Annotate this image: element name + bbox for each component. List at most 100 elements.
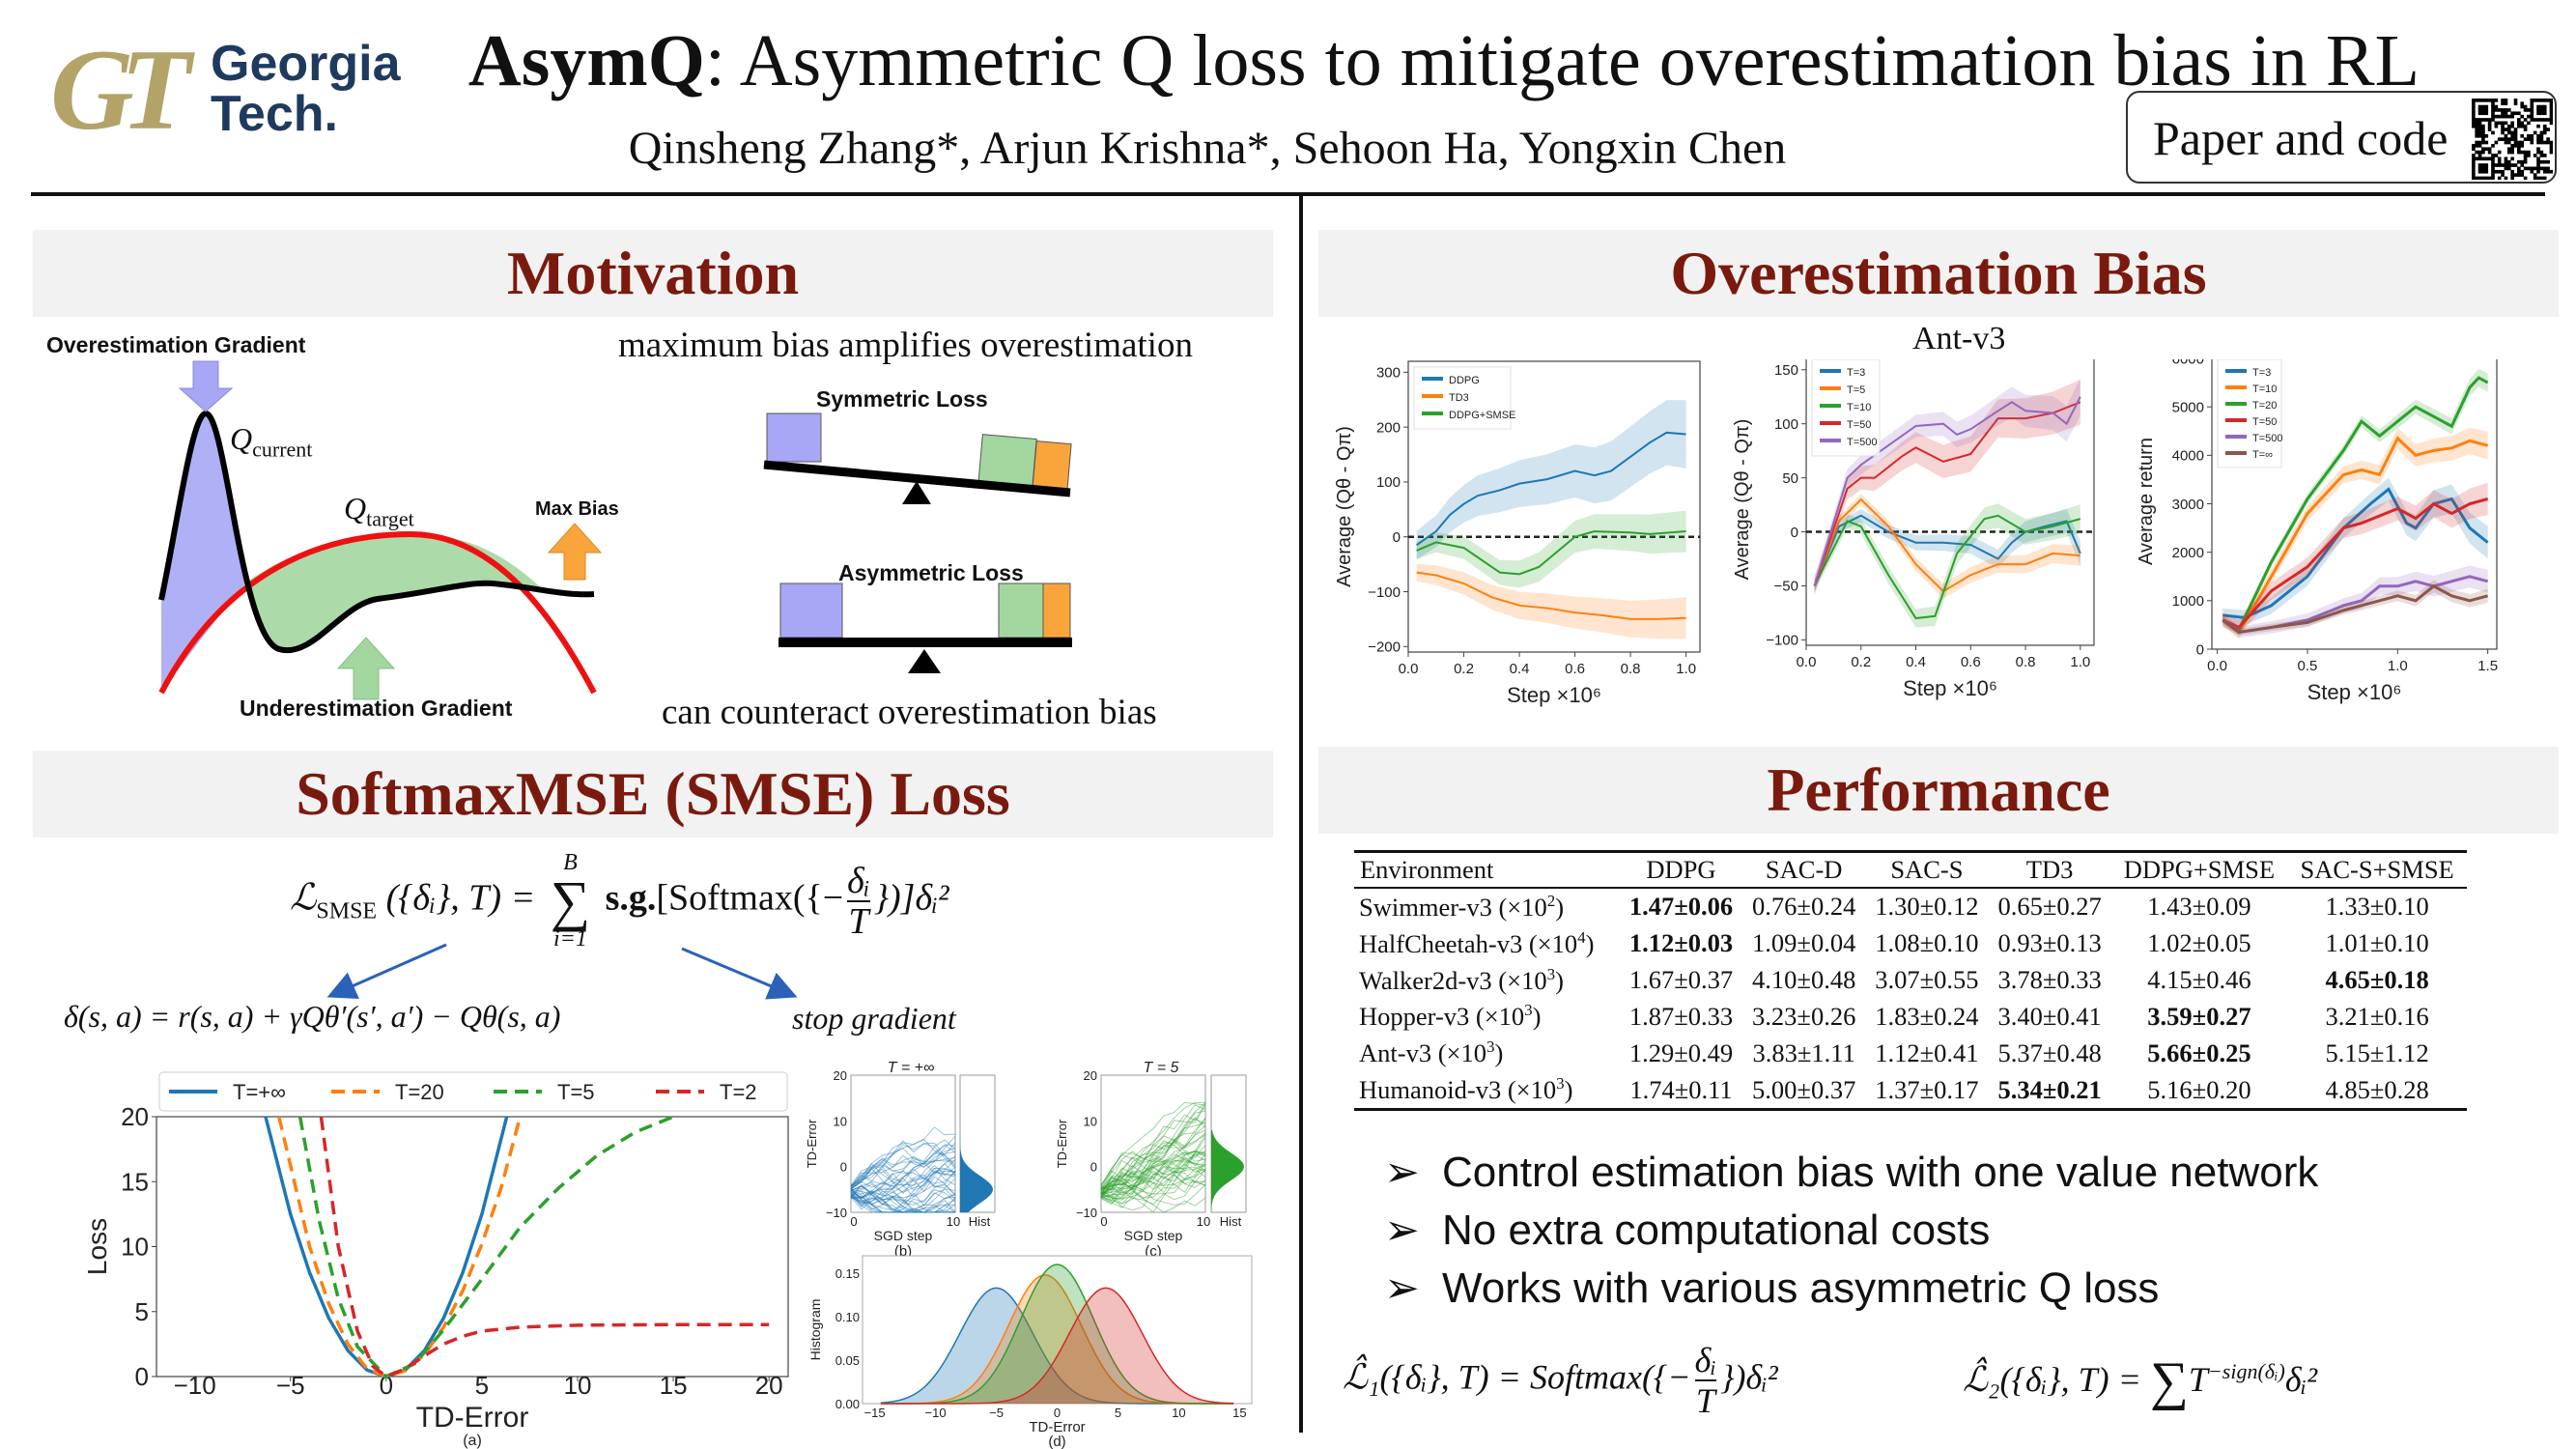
value-cell: 4.65±0.18 bbox=[2325, 965, 2429, 995]
qr-module bbox=[2517, 147, 2521, 152]
x-axis-label: TD-Error bbox=[416, 1402, 529, 1434]
y-axis-label: TD-Error bbox=[1055, 1119, 1069, 1168]
y-axis-label: Average (Qθ - Qπ) bbox=[1334, 426, 1355, 587]
qr-module bbox=[2510, 121, 2514, 126]
qr-module bbox=[2533, 118, 2537, 122]
qr-module bbox=[2504, 111, 2508, 116]
section-title: SoftmaxMSE (SMSE) Loss bbox=[296, 759, 1010, 828]
trace-line bbox=[850, 1190, 955, 1213]
y-tick-label: 200 bbox=[1376, 419, 1401, 436]
paper-and-code-link[interactable]: Paper and code bbox=[2126, 91, 2557, 184]
qr-module bbox=[2523, 176, 2528, 180]
y-tick-label: 0 bbox=[1791, 525, 1798, 541]
trace-line bbox=[1100, 1180, 1206, 1206]
series-band-T=500 bbox=[1814, 378, 2081, 594]
qr-module bbox=[2487, 124, 2492, 128]
x-tick-label: 0 bbox=[850, 1214, 857, 1229]
value-cell: 1.02±0.05 bbox=[2147, 928, 2251, 958]
qr-module bbox=[2536, 118, 2540, 122]
histogram-shape bbox=[1211, 1129, 1244, 1212]
y-tick-label: 0 bbox=[135, 1362, 149, 1391]
qr-module bbox=[2491, 108, 2495, 112]
qr-module bbox=[2484, 147, 2489, 152]
qr-module bbox=[2501, 101, 2505, 106]
qr-module bbox=[2513, 173, 2518, 177]
qr-module bbox=[2542, 104, 2547, 109]
qr-module bbox=[2487, 121, 2492, 126]
qr-module bbox=[2475, 176, 2479, 180]
q-target-label: Qtarget bbox=[344, 491, 414, 531]
x-tick-label: 0.8 bbox=[2016, 654, 2036, 670]
trace-line bbox=[1100, 1165, 1206, 1198]
trace-line bbox=[1100, 1102, 1206, 1186]
qr-module bbox=[2487, 99, 2492, 102]
trace-line bbox=[1100, 1140, 1206, 1191]
qr-module bbox=[2517, 124, 2521, 128]
series-line-T=3 bbox=[1813, 514, 2081, 586]
y-axis-label: Average return bbox=[2136, 438, 2157, 565]
arrow-bullet-icon: ➢ bbox=[1384, 1207, 1420, 1254]
trace-line bbox=[1100, 1117, 1206, 1188]
arrow-bullet-icon: ➢ bbox=[1384, 1149, 1420, 1196]
qr-module bbox=[2472, 154, 2476, 157]
qr-module bbox=[2481, 176, 2485, 180]
y-tick-label: −100 bbox=[1766, 633, 1798, 649]
trace-line bbox=[850, 1145, 956, 1190]
legend-label: DDPG bbox=[1449, 375, 1480, 386]
qr-module bbox=[2477, 118, 2482, 122]
qr-module bbox=[2497, 108, 2502, 112]
qr-module bbox=[2504, 156, 2508, 161]
qr-module bbox=[2539, 159, 2544, 164]
y-tick-label: 0 bbox=[1393, 529, 1401, 546]
legend-box bbox=[2217, 359, 2282, 469]
x-tick-label: −5 bbox=[989, 1406, 1004, 1420]
x-axis-label: Step ×10⁶ bbox=[2307, 680, 2402, 704]
qr-module bbox=[2542, 124, 2547, 128]
arrow-to-stop-gradient bbox=[681, 947, 798, 1000]
x-tick-label: 1.0 bbox=[1676, 661, 1696, 677]
env-cell: Walker2d-v3 (×103) bbox=[1359, 964, 1564, 995]
y-tick-label: 5000 bbox=[2172, 399, 2204, 415]
qr-code-icon[interactable] bbox=[2472, 99, 2553, 180]
qr-module bbox=[2504, 121, 2508, 126]
qr-module bbox=[2472, 104, 2476, 109]
y-tick-label: 20 bbox=[121, 1102, 149, 1131]
qr-module bbox=[2539, 154, 2544, 157]
x-tick-label: 0.6 bbox=[1961, 654, 1981, 670]
qr-module bbox=[2501, 114, 2505, 119]
performance-header: Performance bbox=[1318, 747, 2559, 834]
qr-module bbox=[2536, 108, 2540, 112]
qr-module bbox=[2506, 108, 2511, 112]
fulcrum-icon bbox=[902, 481, 931, 504]
qr-module bbox=[2504, 176, 2508, 180]
qr-module bbox=[2491, 130, 2495, 135]
qr-module bbox=[2481, 150, 2485, 155]
series-line-T=10 bbox=[1813, 514, 2081, 620]
underestimation-area bbox=[247, 534, 545, 651]
qr-module bbox=[2536, 163, 2540, 167]
qr-module bbox=[2527, 154, 2531, 157]
qr-module bbox=[2475, 133, 2479, 138]
legend-label: TD3 bbox=[1449, 392, 1469, 404]
qr-module bbox=[2536, 99, 2540, 102]
x-tick-label: 10 bbox=[1172, 1406, 1185, 1420]
qr-module bbox=[2510, 150, 2514, 155]
qr-module bbox=[2472, 101, 2476, 106]
qr-module bbox=[2497, 150, 2502, 155]
qr-module bbox=[2472, 144, 2476, 148]
trace-line bbox=[850, 1172, 956, 1198]
legend-label: DDPG+SMSE bbox=[1449, 410, 1515, 421]
qr-module bbox=[2510, 147, 2514, 152]
y-tick-label: 0.15 bbox=[835, 1266, 860, 1281]
x-axis-label: Step ×10⁶ bbox=[1903, 676, 1997, 700]
trace-line bbox=[850, 1163, 956, 1195]
env-cell: Swimmer-v3 (×102) bbox=[1359, 892, 1565, 922]
qr-module bbox=[2527, 137, 2531, 141]
qr-module bbox=[2472, 118, 2476, 122]
qr-module bbox=[2477, 163, 2482, 167]
trace-line bbox=[850, 1161, 956, 1190]
qr-module bbox=[2527, 121, 2531, 126]
column-header: Environment bbox=[1354, 851, 1620, 889]
qr-module bbox=[2533, 176, 2537, 180]
value-cell: 3.83±1.11 bbox=[1752, 1037, 1855, 1067]
